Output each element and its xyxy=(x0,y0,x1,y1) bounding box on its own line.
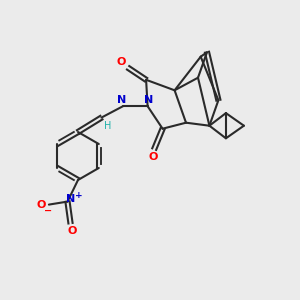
Text: N: N xyxy=(67,194,76,204)
Text: H: H xyxy=(104,121,112,131)
Text: −: − xyxy=(44,206,52,216)
Text: O: O xyxy=(149,152,158,162)
Text: O: O xyxy=(37,200,46,210)
Text: N: N xyxy=(145,94,154,105)
Text: O: O xyxy=(117,57,126,68)
Text: O: O xyxy=(67,226,77,236)
Text: +: + xyxy=(75,190,83,200)
Text: N: N xyxy=(117,94,126,105)
